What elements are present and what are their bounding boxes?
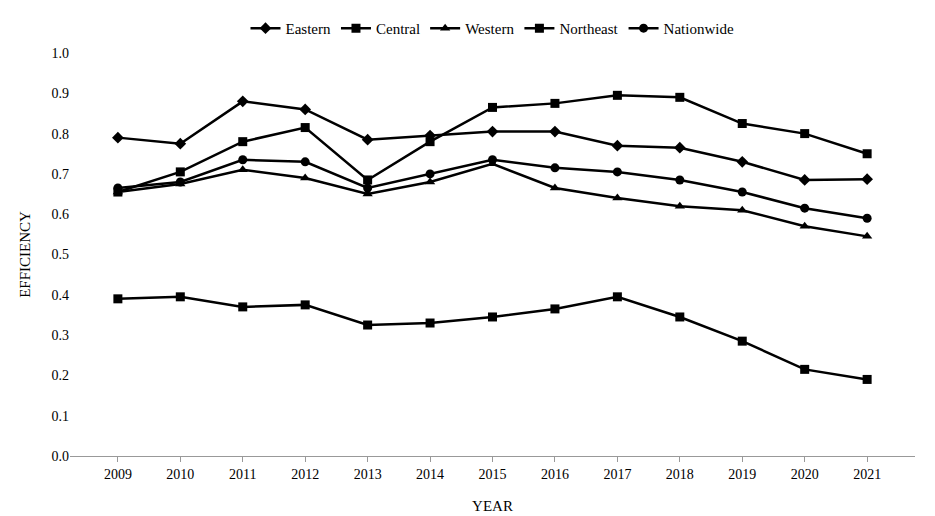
svg-text:2020: 2020 xyxy=(791,467,819,482)
svg-text:2017: 2017 xyxy=(603,467,631,482)
svg-text:Northeast: Northeast xyxy=(559,21,618,37)
svg-text:Eastern: Eastern xyxy=(286,21,331,37)
svg-text:0.9: 0.9 xyxy=(52,86,70,101)
svg-text:Western: Western xyxy=(465,21,514,37)
svg-text:2011: 2011 xyxy=(229,467,256,482)
svg-text:2019: 2019 xyxy=(728,467,756,482)
svg-text:0.8: 0.8 xyxy=(52,127,70,142)
svg-text:2009: 2009 xyxy=(104,467,132,482)
svg-text:2013: 2013 xyxy=(354,467,382,482)
svg-text:1.0: 1.0 xyxy=(52,46,70,61)
svg-text:0.0: 0.0 xyxy=(52,449,70,464)
svg-text:0.1: 0.1 xyxy=(52,409,70,424)
svg-text:2015: 2015 xyxy=(479,467,507,482)
svg-text:Central: Central xyxy=(376,21,420,37)
svg-text:0.4: 0.4 xyxy=(52,288,70,303)
svg-text:0.2: 0.2 xyxy=(52,368,70,383)
svg-text:EFFICIENCY: EFFICIENCY xyxy=(17,211,33,298)
svg-text:0.7: 0.7 xyxy=(52,167,70,182)
svg-text:0.5: 0.5 xyxy=(52,247,70,262)
svg-text:2010: 2010 xyxy=(166,467,194,482)
svg-text:0.3: 0.3 xyxy=(52,328,70,343)
svg-text:2014: 2014 xyxy=(416,467,444,482)
svg-text:Nationwide: Nationwide xyxy=(664,21,734,37)
svg-text:2016: 2016 xyxy=(541,467,569,482)
svg-text:2021: 2021 xyxy=(853,467,881,482)
svg-text:2018: 2018 xyxy=(666,467,694,482)
svg-text:YEAR: YEAR xyxy=(472,498,513,514)
svg-text:0.6: 0.6 xyxy=(52,207,70,222)
svg-text:2012: 2012 xyxy=(291,467,319,482)
